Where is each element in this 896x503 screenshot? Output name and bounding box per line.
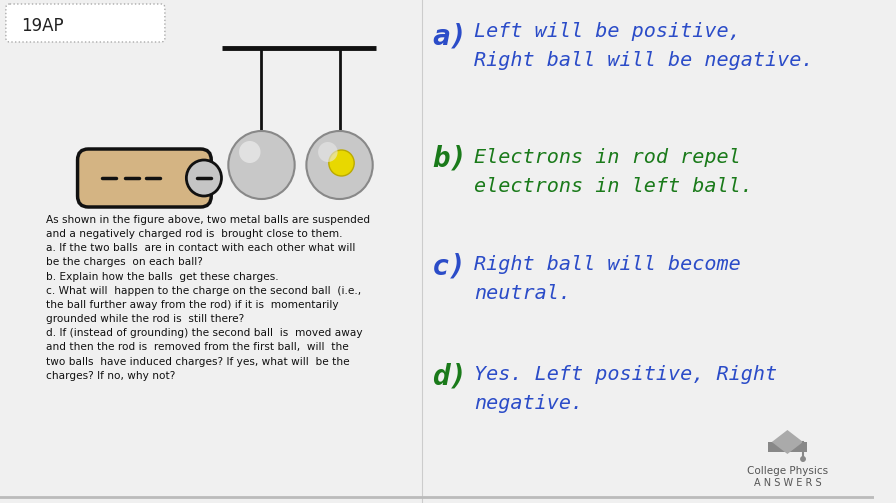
Circle shape bbox=[800, 456, 806, 462]
Text: A N S W E R S: A N S W E R S bbox=[754, 478, 822, 488]
Text: b): b) bbox=[432, 145, 467, 173]
Circle shape bbox=[329, 150, 354, 176]
Text: d): d) bbox=[432, 363, 467, 391]
Circle shape bbox=[306, 131, 373, 199]
Text: Electrons in rod repel
electrons in left ball.: Electrons in rod repel electrons in left… bbox=[474, 148, 753, 196]
Circle shape bbox=[239, 141, 261, 163]
FancyBboxPatch shape bbox=[6, 4, 165, 42]
Circle shape bbox=[318, 142, 338, 162]
Text: 19AP: 19AP bbox=[22, 17, 65, 35]
Circle shape bbox=[228, 131, 295, 199]
Circle shape bbox=[186, 160, 221, 196]
FancyBboxPatch shape bbox=[78, 149, 211, 207]
Text: College Physics: College Physics bbox=[747, 466, 828, 476]
Text: As shown in the figure above, two metal balls are suspended
and a negatively cha: As shown in the figure above, two metal … bbox=[46, 215, 370, 381]
Text: Left will be positive,
Right ball will be negative.: Left will be positive, Right ball will b… bbox=[474, 22, 814, 70]
Text: Right ball will become
neutral.: Right ball will become neutral. bbox=[474, 255, 741, 303]
Text: c): c) bbox=[432, 252, 467, 280]
Polygon shape bbox=[771, 430, 803, 454]
Text: a): a) bbox=[432, 22, 467, 50]
FancyBboxPatch shape bbox=[768, 442, 807, 452]
Text: Yes. Left positive, Right
negative.: Yes. Left positive, Right negative. bbox=[474, 365, 778, 413]
